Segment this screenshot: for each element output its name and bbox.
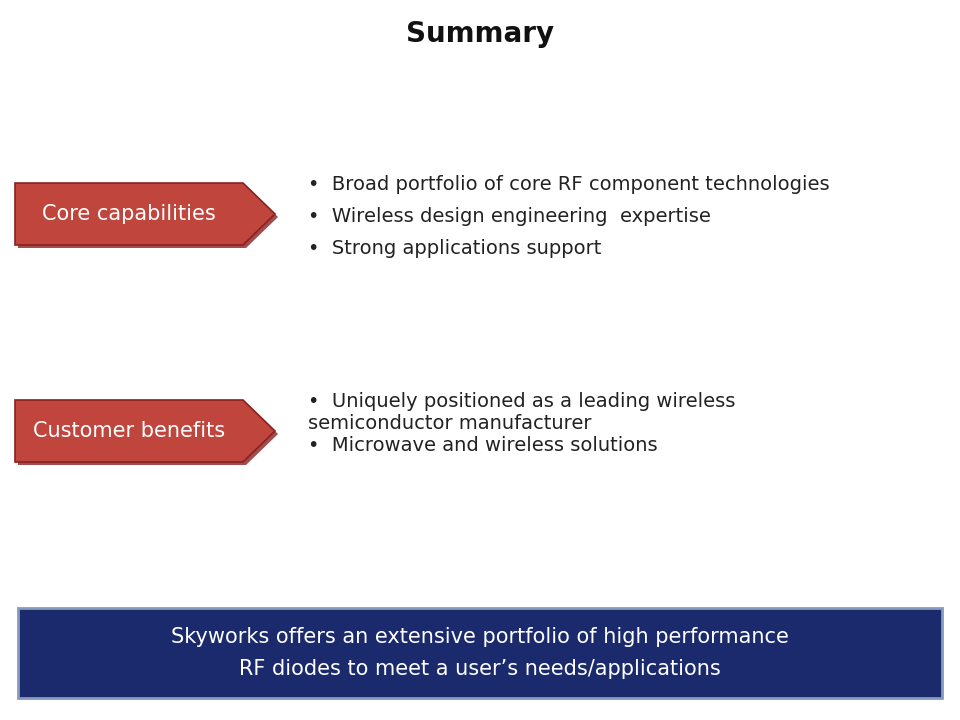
Text: Skyworks offers an extensive portfolio of high performance
RF diodes to meet a u: Skyworks offers an extensive portfolio o… [171,627,789,678]
Text: •  Uniquely positioned as a leading wireless
semiconductor manufacturer: • Uniquely positioned as a leading wirel… [308,392,735,433]
Polygon shape [18,403,278,465]
Text: •  Wireless design engineering  expertise: • Wireless design engineering expertise [308,207,710,226]
Polygon shape [15,183,275,245]
Text: •  Strong applications support: • Strong applications support [308,239,601,258]
Polygon shape [18,186,278,248]
Text: Summary: Summary [406,20,554,48]
Text: •  Broad portfolio of core RF component technologies: • Broad portfolio of core RF component t… [308,175,829,194]
Text: Core capabilities: Core capabilities [42,204,216,224]
FancyBboxPatch shape [18,608,942,698]
Text: Customer benefits: Customer benefits [33,421,225,441]
Polygon shape [15,400,275,462]
Text: •  Microwave and wireless solutions: • Microwave and wireless solutions [308,436,658,455]
